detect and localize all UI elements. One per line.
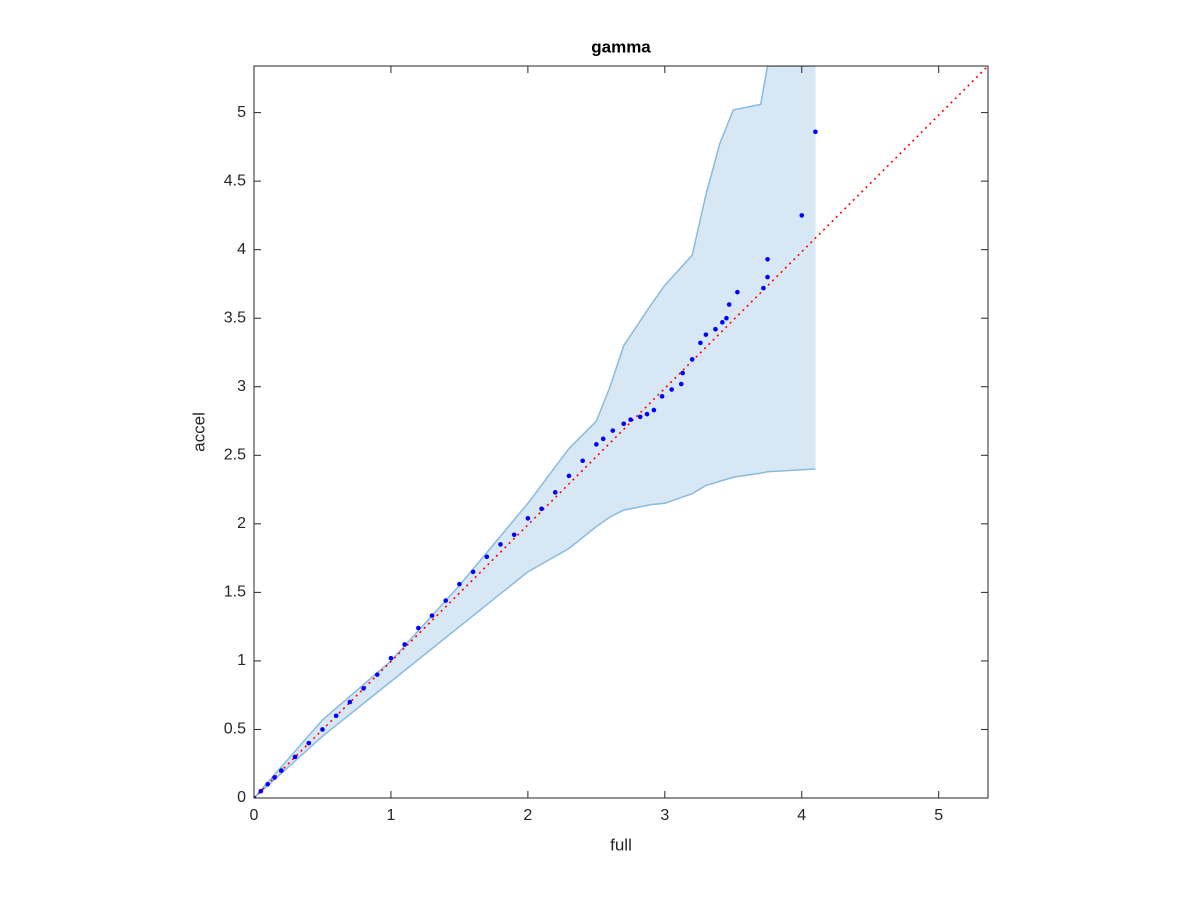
x-tick-label: 2 bbox=[523, 807, 532, 824]
data-point bbox=[361, 686, 366, 691]
band-lower-edge bbox=[254, 468, 816, 798]
data-point bbox=[347, 699, 353, 705]
data-point bbox=[374, 672, 380, 677]
data-point bbox=[628, 417, 633, 422]
data-point bbox=[765, 256, 770, 262]
data-point bbox=[552, 490, 558, 495]
y-tick-label: 5 bbox=[237, 104, 246, 121]
data-point bbox=[470, 569, 476, 575]
data-point bbox=[429, 613, 435, 618]
data-point bbox=[265, 781, 270, 787]
data-point bbox=[678, 381, 684, 387]
data-point bbox=[698, 340, 703, 346]
y-tick-label: 1.5 bbox=[224, 584, 246, 601]
plot-area bbox=[254, 66, 988, 798]
y-tick-label: 3.5 bbox=[224, 309, 246, 326]
axes-box bbox=[253, 65, 989, 799]
data-point bbox=[724, 315, 729, 321]
band-upper-edge bbox=[254, 66, 816, 798]
data-point bbox=[726, 302, 732, 307]
data-point bbox=[703, 332, 709, 337]
y-tick-label: 1 bbox=[237, 652, 246, 669]
y-tick-label: 3 bbox=[237, 378, 246, 395]
data-point bbox=[498, 542, 503, 547]
data-point bbox=[761, 285, 766, 291]
data-point bbox=[484, 554, 490, 560]
data-point bbox=[525, 516, 531, 521]
y-tick-label: 0.5 bbox=[224, 721, 246, 738]
y-tick-label: 4.5 bbox=[224, 172, 246, 189]
y-tick-label: 4 bbox=[237, 241, 246, 258]
data-point bbox=[539, 506, 544, 512]
data-point bbox=[580, 458, 585, 464]
data-point bbox=[566, 473, 572, 479]
data-point bbox=[720, 320, 725, 325]
data-point bbox=[320, 727, 325, 732]
data-point bbox=[258, 788, 264, 794]
data-point bbox=[457, 581, 462, 587]
data-point bbox=[680, 370, 685, 376]
y-tick-label: 2 bbox=[237, 515, 246, 532]
data-point bbox=[388, 655, 394, 661]
confidence-band bbox=[254, 66, 816, 798]
data-point bbox=[443, 598, 449, 603]
x-tick-label: 4 bbox=[797, 807, 806, 824]
data-point bbox=[333, 713, 339, 719]
data-point bbox=[402, 642, 407, 647]
y-axis-label: accel bbox=[189, 412, 208, 452]
data-point bbox=[610, 428, 616, 433]
y-tick-label: 0 bbox=[237, 789, 246, 806]
data-point bbox=[292, 754, 298, 760]
data-point bbox=[254, 795, 257, 798]
data-point bbox=[600, 436, 606, 442]
y-tick-label: 2.5 bbox=[224, 447, 246, 464]
x-tick-label: 0 bbox=[250, 807, 259, 824]
x-tick-label: 3 bbox=[660, 807, 669, 824]
data-point bbox=[659, 394, 665, 399]
axes: 0 1 2 3 4 5 0 0.5 1 1.5 2 2.5 3 3.5 4 4.5 5 bbox=[224, 65, 989, 824]
data-point bbox=[644, 411, 650, 417]
data-point bbox=[272, 775, 277, 780]
data-point bbox=[735, 289, 740, 295]
data-point bbox=[306, 740, 312, 746]
data-point bbox=[813, 129, 818, 135]
data-point bbox=[511, 532, 517, 538]
data-point bbox=[416, 625, 421, 631]
data-point bbox=[669, 387, 674, 392]
data-point bbox=[637, 414, 643, 420]
data-point bbox=[651, 407, 657, 413]
data-point bbox=[594, 442, 599, 447]
x-tick-label: 5 bbox=[934, 807, 943, 824]
data-point bbox=[621, 421, 627, 427]
data-point bbox=[765, 274, 770, 280]
data-point bbox=[689, 357, 695, 362]
x-axis-label: full bbox=[610, 835, 632, 854]
data-point bbox=[713, 326, 718, 332]
x-tick-label: 1 bbox=[386, 807, 395, 824]
data-point bbox=[799, 213, 805, 218]
chart-title: gamma bbox=[591, 37, 651, 56]
data-point bbox=[279, 768, 284, 773]
